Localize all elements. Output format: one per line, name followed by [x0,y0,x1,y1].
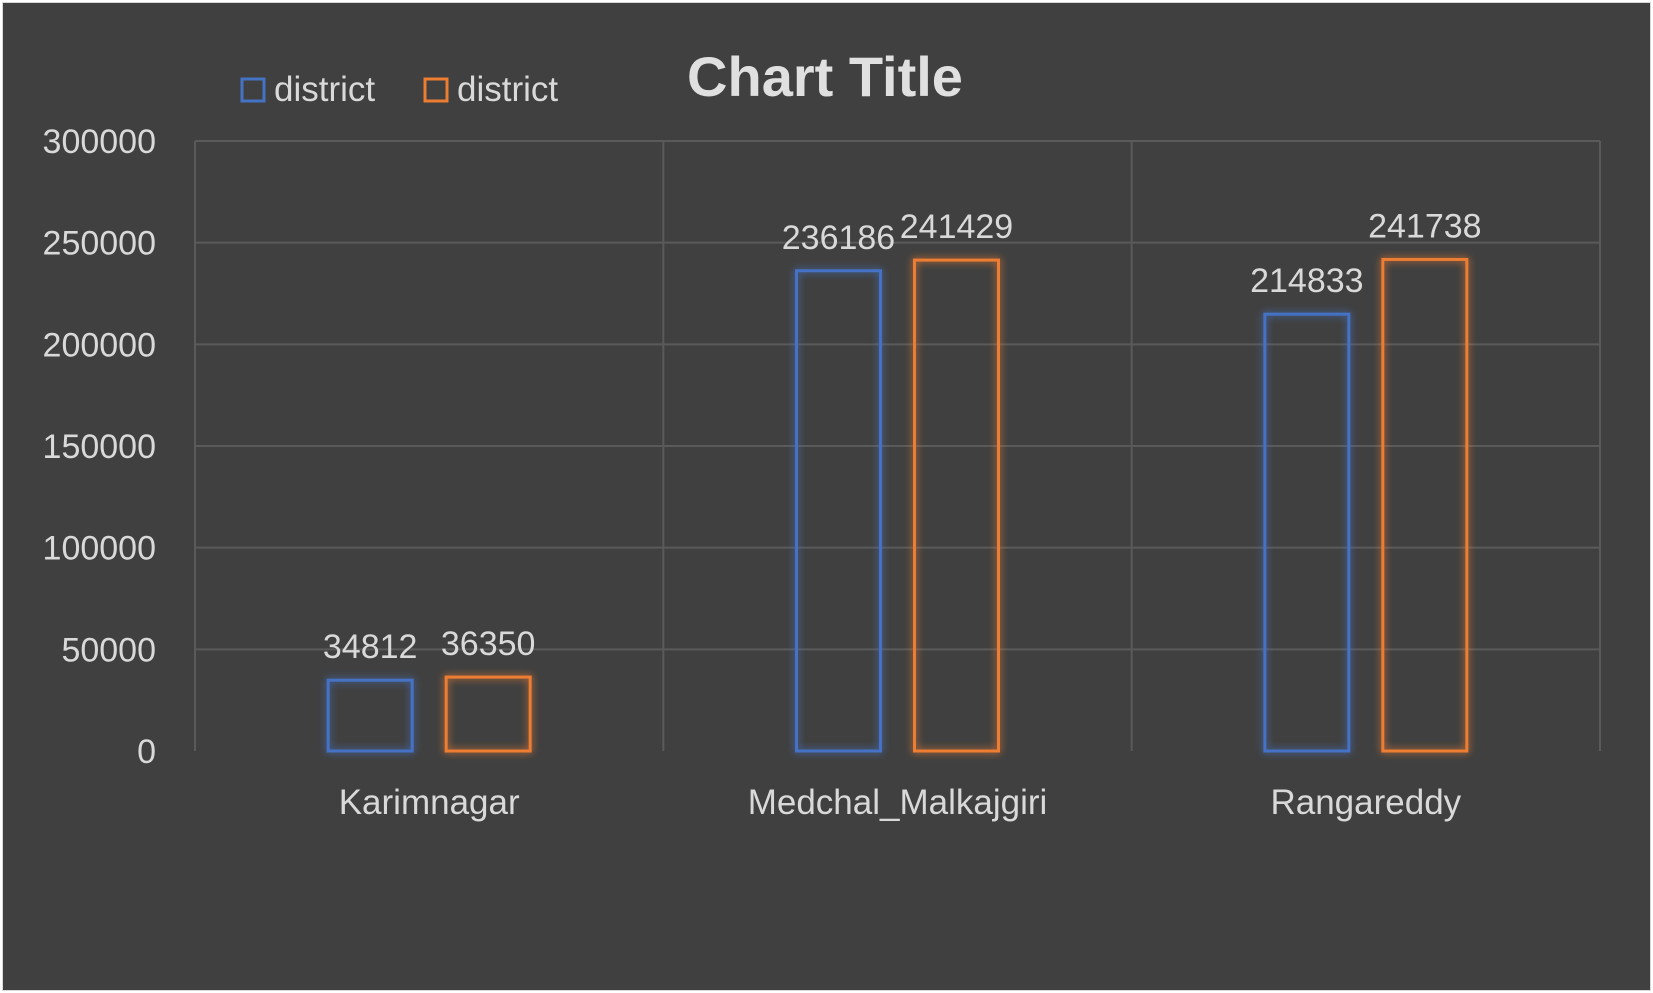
legend-item: district [423,70,558,109]
x-axis: Karimnagar Medchal_Malkajgiri Rangareddy [339,783,1462,822]
data-label: 241429 [900,208,1013,246]
bar [1263,312,1351,753]
legend-item: district [240,70,375,109]
y-tick-label: 50000 [61,631,156,669]
y-axis: 0 50000 100000 150000 200000 250000 300000 [43,123,156,771]
chart-title: Chart Title [687,45,963,108]
x-category-label: Medchal_Malkajgiri [748,783,1048,822]
data-label: 241738 [1368,207,1481,245]
y-tick-label: 100000 [43,530,156,568]
legend-swatch [423,77,449,103]
bar [1381,257,1469,753]
y-tick-label: 150000 [43,428,156,466]
data-label: 36350 [441,625,536,663]
x-category-label: Karimnagar [339,783,520,822]
bar [326,678,414,753]
bar [913,258,1000,753]
data-label: 214833 [1250,262,1363,300]
y-tick-label: 300000 [43,123,156,161]
y-tick-label: 0 [137,733,156,771]
x-category-label: Rangareddy [1270,783,1461,822]
legend: district district [240,70,558,109]
legend-label: district [457,70,558,109]
gridlines [194,140,1601,751]
bars [326,257,1469,753]
data-label: 236186 [782,219,895,257]
y-tick-label: 200000 [43,326,156,364]
data-label: 34812 [323,628,418,666]
legend-label: district [274,70,375,109]
legend-swatch [240,77,266,103]
y-tick-label: 250000 [43,225,156,263]
bar [444,675,532,753]
bar [795,269,882,753]
